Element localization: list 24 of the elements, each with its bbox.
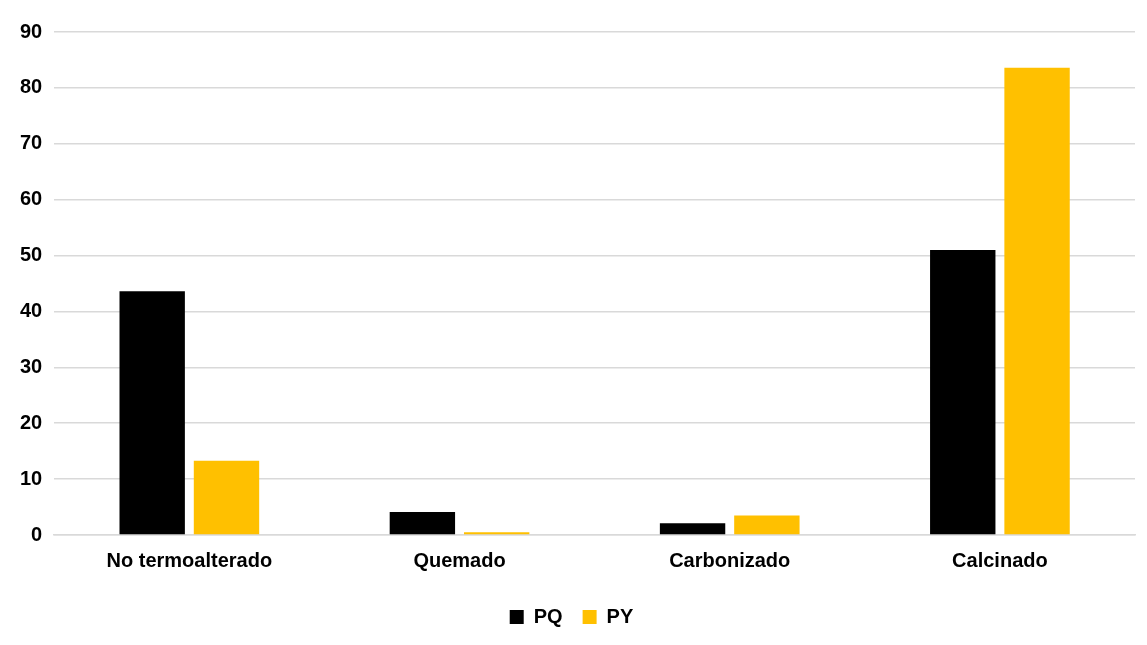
y-tick-label: 70 <box>20 131 43 154</box>
x-tick-label: Calcinado <box>952 548 1048 571</box>
y-tick-label: 90 <box>20 19 43 42</box>
bar <box>930 249 996 535</box>
x-tick-label: Carbonizado <box>669 548 791 571</box>
x-tick-label: No termoalterado <box>106 548 273 571</box>
y-tick-label: 0 <box>31 522 43 545</box>
y-tick-label: 50 <box>20 243 43 266</box>
y-tick-label: 30 <box>20 354 43 377</box>
y-tick-label: 40 <box>20 298 43 321</box>
bar <box>193 460 260 535</box>
y-tick-label: 20 <box>20 410 43 433</box>
bar <box>659 523 726 535</box>
bar <box>734 515 800 535</box>
legend-label: PY <box>606 604 634 627</box>
bar <box>389 512 456 535</box>
legend-label: PQ <box>533 604 563 627</box>
bar <box>463 532 530 535</box>
y-tick-label: 80 <box>20 75 43 98</box>
y-tick-label: 10 <box>20 466 43 489</box>
y-tick-label: 60 <box>20 187 43 210</box>
bar <box>1004 67 1070 535</box>
bar <box>119 291 185 535</box>
x-tick-label: Quemado <box>413 548 506 571</box>
